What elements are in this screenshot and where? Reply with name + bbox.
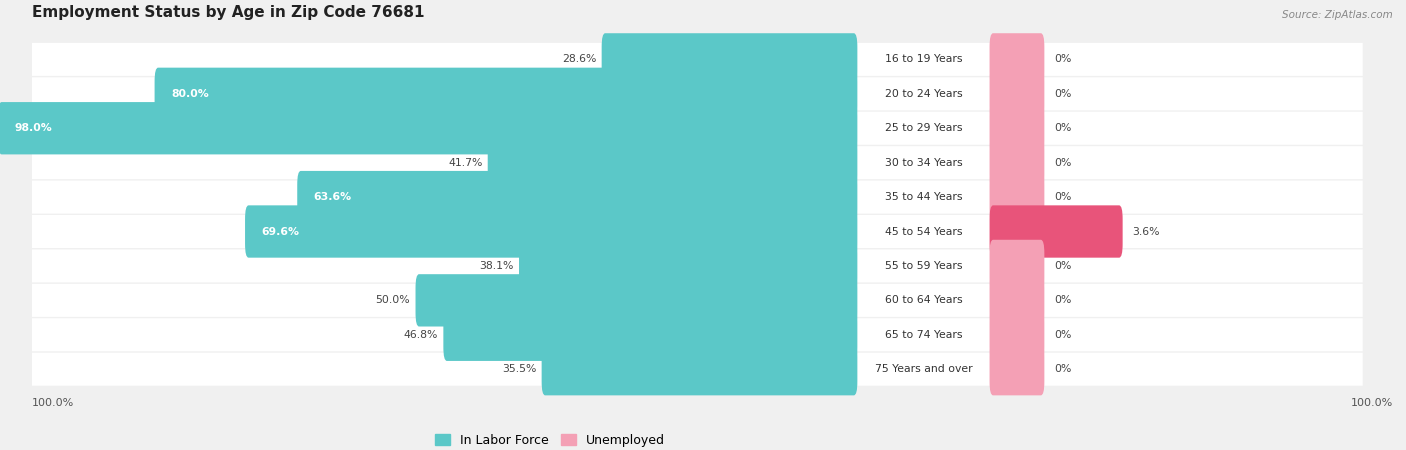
FancyBboxPatch shape [32, 77, 1362, 110]
Text: 80.0%: 80.0% [172, 89, 209, 99]
Text: 0%: 0% [1054, 54, 1071, 64]
FancyBboxPatch shape [297, 171, 858, 223]
Text: 60 to 64 Years: 60 to 64 Years [884, 295, 962, 306]
FancyBboxPatch shape [32, 146, 1362, 179]
Text: 38.1%: 38.1% [479, 261, 513, 271]
Text: 100.0%: 100.0% [1351, 398, 1393, 409]
Text: 0%: 0% [1054, 158, 1071, 168]
Text: 25 to 29 Years: 25 to 29 Years [884, 123, 962, 133]
Text: 16 to 19 Years: 16 to 19 Years [884, 54, 962, 64]
Text: 0%: 0% [1054, 123, 1071, 133]
FancyBboxPatch shape [155, 68, 858, 120]
Text: 98.0%: 98.0% [14, 123, 52, 133]
FancyBboxPatch shape [990, 33, 1045, 86]
Text: 0%: 0% [1054, 295, 1071, 306]
Text: 35 to 44 Years: 35 to 44 Years [884, 192, 962, 202]
Text: 30 to 34 Years: 30 to 34 Years [884, 158, 962, 168]
Text: 46.8%: 46.8% [404, 330, 439, 340]
Text: 0%: 0% [1054, 192, 1071, 202]
FancyBboxPatch shape [602, 33, 858, 86]
Text: 3.6%: 3.6% [1132, 226, 1160, 237]
Text: 50.0%: 50.0% [375, 295, 411, 306]
FancyBboxPatch shape [32, 318, 1362, 351]
FancyBboxPatch shape [990, 136, 1045, 189]
Text: 28.6%: 28.6% [562, 54, 596, 64]
FancyBboxPatch shape [990, 343, 1045, 396]
FancyBboxPatch shape [416, 274, 858, 327]
FancyBboxPatch shape [990, 171, 1045, 223]
Text: Source: ZipAtlas.com: Source: ZipAtlas.com [1282, 10, 1393, 20]
FancyBboxPatch shape [0, 102, 858, 154]
FancyBboxPatch shape [990, 102, 1045, 154]
Text: 75 Years and over: 75 Years and over [875, 364, 973, 374]
FancyBboxPatch shape [32, 180, 1362, 214]
FancyBboxPatch shape [990, 274, 1045, 327]
Text: 0%: 0% [1054, 261, 1071, 271]
FancyBboxPatch shape [32, 112, 1362, 145]
FancyBboxPatch shape [32, 249, 1362, 283]
FancyBboxPatch shape [32, 215, 1362, 248]
Text: 55 to 59 Years: 55 to 59 Years [884, 261, 962, 271]
Text: 20 to 24 Years: 20 to 24 Years [884, 89, 962, 99]
Text: 45 to 54 Years: 45 to 54 Years [884, 226, 962, 237]
Text: 69.6%: 69.6% [262, 226, 299, 237]
FancyBboxPatch shape [245, 205, 858, 258]
Text: 0%: 0% [1054, 330, 1071, 340]
FancyBboxPatch shape [32, 43, 1362, 76]
Text: Employment Status by Age in Zip Code 76681: Employment Status by Age in Zip Code 766… [32, 5, 425, 20]
FancyBboxPatch shape [990, 240, 1045, 292]
FancyBboxPatch shape [443, 309, 858, 361]
FancyBboxPatch shape [488, 136, 858, 189]
FancyBboxPatch shape [519, 240, 858, 292]
Text: 0%: 0% [1054, 364, 1071, 374]
FancyBboxPatch shape [32, 353, 1362, 386]
Text: 0%: 0% [1054, 89, 1071, 99]
FancyBboxPatch shape [990, 309, 1045, 361]
FancyBboxPatch shape [32, 284, 1362, 317]
Text: 65 to 74 Years: 65 to 74 Years [884, 330, 962, 340]
Legend: In Labor Force, Unemployed: In Labor Force, Unemployed [430, 429, 669, 450]
Text: 35.5%: 35.5% [502, 364, 537, 374]
Text: 41.7%: 41.7% [449, 158, 482, 168]
FancyBboxPatch shape [990, 68, 1045, 120]
Text: 100.0%: 100.0% [32, 398, 75, 409]
FancyBboxPatch shape [541, 343, 858, 396]
Text: 63.6%: 63.6% [314, 192, 352, 202]
FancyBboxPatch shape [990, 205, 1122, 258]
